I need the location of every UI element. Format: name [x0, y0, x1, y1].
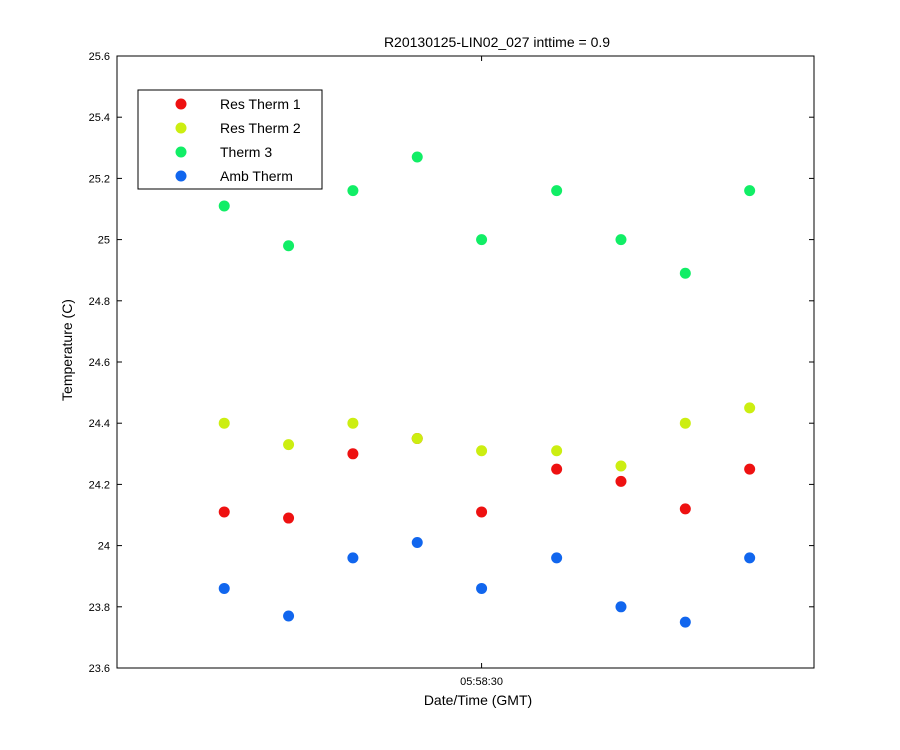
- y-axis-label: Temperature (C): [59, 299, 75, 401]
- legend: Res Therm 1 Res Therm 2 Therm 3 Amb Therm: [137, 89, 323, 190]
- series-res-therm-1: [218, 433, 756, 524]
- y-tick-label: 25.6: [89, 51, 110, 63]
- y-tick-label: 25.4: [89, 112, 110, 124]
- data-point: [744, 463, 756, 475]
- x-axis: 05:58:30: [460, 56, 503, 688]
- data-point: [476, 234, 488, 246]
- data-point: [283, 610, 295, 622]
- legend-entry: Res Therm 1: [220, 96, 301, 112]
- data-point: [347, 417, 359, 429]
- data-point: [551, 552, 563, 564]
- legend-entry: Amb Therm: [220, 168, 293, 184]
- series-res-therm-2: [218, 402, 756, 472]
- y-tick-label: 24.6: [89, 357, 110, 369]
- data-point: [551, 185, 563, 197]
- y-tick-label: 24.8: [89, 296, 110, 308]
- data-point: [744, 185, 756, 197]
- series-amb-therm: [218, 537, 756, 628]
- data-point: [347, 185, 359, 197]
- data-point: [679, 417, 691, 429]
- y-tick-label: 24: [98, 541, 110, 553]
- data-point: [744, 552, 756, 564]
- data-point: [615, 475, 627, 487]
- data-point: [218, 582, 230, 594]
- data-point: [679, 267, 691, 279]
- legend-marker: [175, 170, 187, 182]
- y-axis: 23.6 23.8 24 24.2 24.4 24.6 24.8 25 25.2 25.4 25.6: [89, 51, 814, 675]
- data-point: [476, 506, 488, 518]
- legend-marker: [175, 98, 187, 110]
- y-tick-label: 23.6: [89, 663, 110, 675]
- data-point: [615, 460, 627, 472]
- data-point: [411, 151, 423, 163]
- legend-marker: [175, 122, 187, 134]
- data-point: [744, 402, 756, 414]
- data-points: [218, 151, 756, 628]
- data-point: [551, 463, 563, 475]
- legend-entry: Res Therm 2: [220, 120, 301, 136]
- series-therm-3: [218, 151, 756, 279]
- y-tick-label: 25.2: [89, 173, 110, 185]
- data-point: [679, 503, 691, 515]
- data-point: [615, 601, 627, 613]
- data-point: [615, 234, 627, 246]
- x-tick-label: 05:58:30: [460, 676, 503, 688]
- chart-title: R20130125-LIN02_027 inttime = 0.9: [384, 34, 610, 50]
- data-point: [679, 616, 691, 628]
- data-point: [283, 240, 295, 252]
- y-tick-label: 24.4: [89, 418, 110, 430]
- data-point: [218, 200, 230, 212]
- legend-box: [137, 89, 323, 190]
- data-point: [551, 445, 563, 457]
- data-point: [476, 582, 488, 594]
- data-point: [347, 552, 359, 564]
- data-point: [283, 439, 295, 451]
- data-point: [411, 433, 423, 444]
- data-point: [347, 448, 359, 460]
- legend-entry: Therm 3: [220, 144, 272, 160]
- data-point: [283, 512, 295, 524]
- data-point: [411, 537, 423, 549]
- legend-marker: [175, 146, 187, 158]
- data-point: [218, 506, 230, 518]
- y-tick-label: 25: [98, 235, 110, 247]
- data-point: [218, 417, 230, 429]
- x-axis-label: Date/Time (GMT): [424, 692, 532, 708]
- y-tick-label: 23.8: [89, 602, 110, 614]
- data-point: [476, 445, 488, 457]
- y-tick-label: 24.2: [89, 479, 110, 491]
